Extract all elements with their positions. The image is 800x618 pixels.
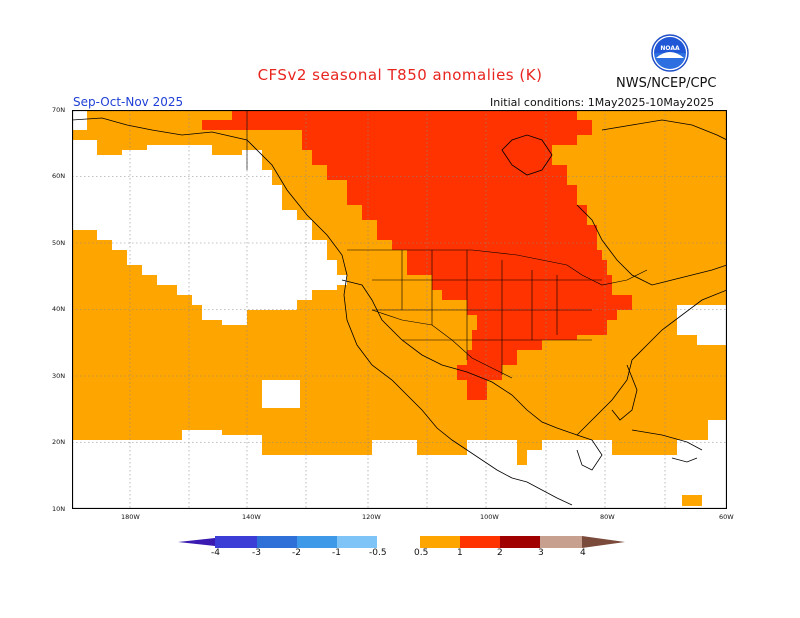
anomaly-region-orange-caribbean [682,495,702,506]
noaa-logo-icon: NOAA [651,34,689,72]
map-frame [72,110,727,509]
graticule [72,110,727,509]
coastlines [72,117,727,506]
legend-label: 3 [538,548,544,558]
neutral-region-north-pacific [72,140,347,325]
legend-swatch [297,536,337,548]
political-borders [246,110,648,379]
legend-label: 0.5 [414,548,429,558]
legend-label: 1 [457,548,463,558]
map-title: CFSv2 seasonal T850 anomalies (K) [257,66,543,84]
logo-text: NOAA [660,45,680,52]
lat-label-50n: 50N [52,239,66,247]
legend-swatch [460,536,500,548]
neutral-region-south [72,420,727,509]
legend-swatch [337,536,377,548]
legend-label: -1 [332,548,341,558]
lon-label-180w: 180W [121,513,140,521]
legend-swatch [377,536,420,548]
legend-label: 4 [580,548,586,558]
lon-label-60w: 60W [719,513,734,521]
neutral-region-alaska-edge [72,110,87,130]
anomaly-region-red [202,110,617,400]
neutral-region-atlantic [677,305,727,345]
lat-label-10n: 10N [52,505,66,513]
legend-swatch [540,536,582,548]
legend-swatch [215,536,257,548]
legend-label: -0.5 [369,548,387,558]
color-legend [178,536,625,548]
legend-swatch [420,536,460,548]
legend-label: -3 [252,548,261,558]
lat-label-20n: 20N [52,438,66,446]
legend-arrow-left [178,538,215,546]
neutral-region-midpacific [262,380,300,408]
legend-arrow-right [582,536,625,548]
lat-label-70n: 70N [52,106,66,114]
lon-label-140w: 140W [242,513,261,521]
lon-label-100w: 100W [480,513,499,521]
lon-label-80w: 80W [600,513,615,521]
legend-swatch [257,536,297,548]
lat-label-30n: 30N [52,372,66,380]
season-label: Sep-Oct-Nov 2025 [73,95,184,109]
agency-label: NWS/NCEP/CPC [616,76,717,91]
legend-label: -4 [211,548,220,558]
anomaly-region-red-east [607,295,632,320]
lon-label-120w: 120W [362,513,381,521]
legend-label: -2 [292,548,301,558]
lat-label-40n: 40N [52,305,66,313]
lat-label-60n: 60N [52,172,66,180]
anomaly-map [72,110,727,509]
initial-conditions-label: Initial conditions: 1May2025-10May2025 [490,96,715,109]
legend-swatch [500,536,540,548]
legend-label: 2 [497,548,503,558]
